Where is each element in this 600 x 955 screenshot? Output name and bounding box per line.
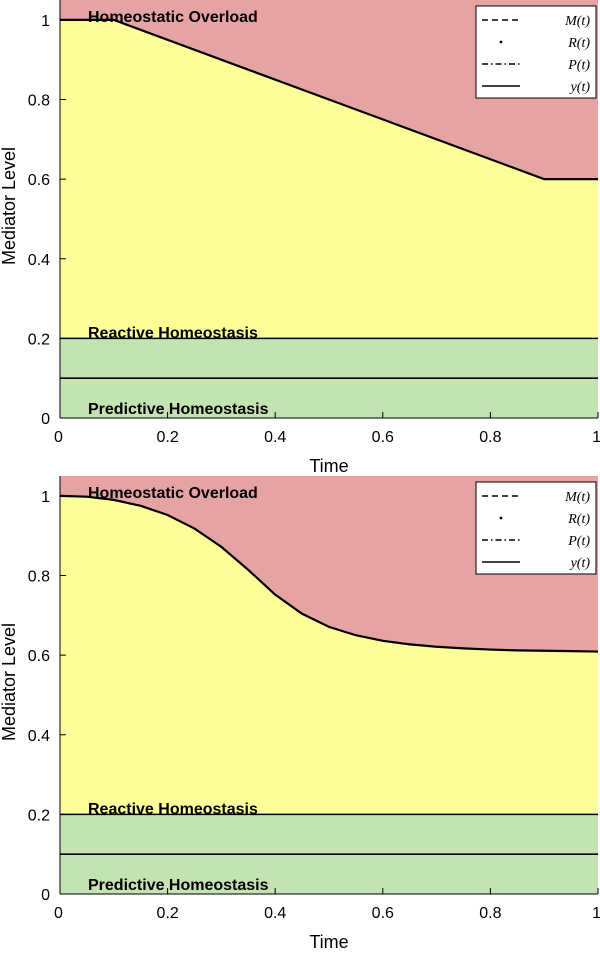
legend-box: [475, 481, 597, 575]
x-tick-label: 0.6: [372, 429, 394, 446]
x-tick-label: 0.2: [156, 905, 178, 922]
series-line-y: [60, 18, 598, 181]
y-tick-label: 0: [41, 887, 50, 904]
legend: M(t) R(t) P(t) y(t): [475, 5, 597, 99]
series-line-y: [59, 494, 599, 653]
y-tick-label: 1: [41, 13, 50, 30]
x-tick-label: 0: [54, 905, 63, 922]
legend-label: M(t): [564, 490, 590, 505]
legend-label: R(t): [567, 512, 590, 527]
y-axis-title: Mediator Level: [0, 147, 19, 265]
y-axis-title: Mediator Level: [0, 623, 19, 741]
x-axis-title: Time: [309, 456, 348, 476]
x-tick-label: 0.6: [372, 905, 394, 922]
legend-label: y(t): [569, 80, 591, 95]
reactive-region: [60, 19, 598, 339]
y-tick-label: 0.2: [28, 331, 50, 348]
legend-label: y(t): [569, 556, 591, 571]
x-tick-label: 1: [592, 429, 600, 446]
label-predictive-homeostasis: Predictive Homeostasis: [88, 877, 269, 894]
x-tick-label: 0.2: [156, 429, 178, 446]
y-tick-label: 0.4: [28, 252, 50, 269]
legend-label: P(t): [567, 58, 590, 73]
legend: M(t) R(t) P(t) y(t): [475, 481, 597, 575]
legend-swatch-dotted: [499, 40, 503, 44]
x-tick-label: 0.4: [264, 429, 286, 446]
label-reactive-homeostasis: Reactive Homeostasis: [88, 325, 258, 342]
legend-label: R(t): [567, 36, 590, 51]
y-tick-label: 1: [41, 489, 50, 506]
y-tick-label: 0.6: [28, 172, 50, 189]
y-tick-label: 0.2: [28, 807, 50, 824]
x-tick-label: 1: [592, 905, 600, 922]
overload-region: [60, 0, 598, 180]
legend-label: P(t): [567, 534, 590, 549]
overload-region: [60, 476, 598, 652]
x-axis-title: Time: [309, 932, 348, 950]
x-tick-label: 0.8: [479, 905, 501, 922]
legend-label: M(t): [564, 14, 590, 29]
y-tick-label: 0.6: [28, 648, 50, 665]
label-predictive-homeostasis: Predictive Homeostasis: [88, 401, 269, 418]
y-tick-label: 0: [41, 411, 50, 428]
reactive-region: [60, 495, 598, 815]
chart-panel-1: 0 0.2 0.4 0.6 0.8 1 0 0.2 0.4 0.6 0.8 1 Time Mediator…: [0, 0, 600, 476]
y-tick-label: 0.8: [28, 569, 50, 586]
y-tick-label: 0.8: [28, 93, 50, 110]
x-tick-label: 0.8: [479, 429, 501, 446]
legend-swatch-dotted: [499, 516, 503, 520]
label-homeostatic-overload: Homeostatic Overload: [88, 9, 258, 26]
x-tick-label: 0.4: [264, 905, 286, 922]
x-tick-label: 0: [54, 429, 63, 446]
label-reactive-homeostasis: Reactive Homeostasis: [88, 801, 258, 818]
legend-box: [475, 5, 597, 99]
chart-panel-2: 0 0.2 0.4 0.6 0.8 1 0 0.2 0.4 0.6 0.8 1 Time Mediator…: [0, 476, 600, 952]
label-homeostatic-overload: Homeostatic Overload: [88, 485, 258, 502]
y-tick-label: 0.4: [28, 728, 50, 745]
